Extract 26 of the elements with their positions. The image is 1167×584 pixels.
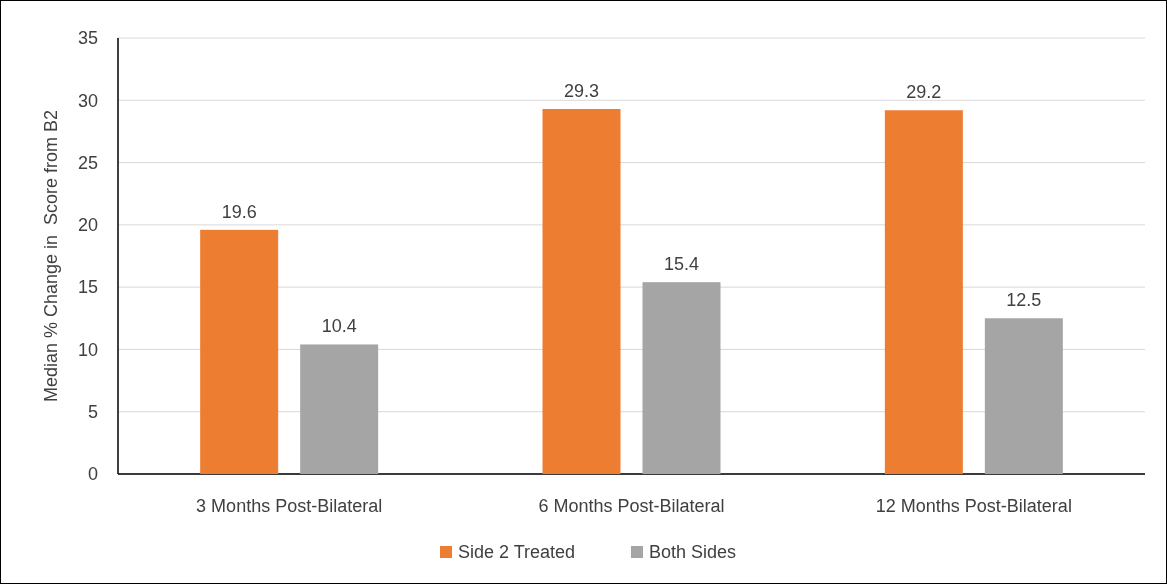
bar <box>984 318 1063 474</box>
x-tick-label: 12 Months Post-Bilateral <box>875 496 1072 516</box>
bar <box>884 110 963 474</box>
y-tick-label: 5 <box>87 402 98 423</box>
y-tick-label: 0 <box>87 464 98 485</box>
bar <box>542 109 621 474</box>
y-tick-label: 35 <box>77 28 98 49</box>
bar <box>642 282 721 474</box>
bar <box>200 229 279 474</box>
y-tick-label: 30 <box>77 90 98 111</box>
y-tick-label: 10 <box>77 339 98 360</box>
y-tick-label: 25 <box>77 152 98 173</box>
data-label: 29.3 <box>563 81 600 102</box>
data-label: 12.5 <box>1006 290 1042 311</box>
legend-label: Side 2 Treated <box>458 542 576 563</box>
bar <box>300 344 379 474</box>
data-label: 29.2 <box>906 82 942 103</box>
legend-label: Both Sides <box>649 542 737 563</box>
y-tick-label: 15 <box>77 277 98 298</box>
data-label: 10.4 <box>321 316 357 337</box>
data-label: 19.6 <box>221 201 257 222</box>
x-tick-label: 6 Months Post-Bilateral <box>538 496 725 516</box>
y-tick-label: 20 <box>77 215 98 236</box>
x-tick-label: 3 Months Post-Bilateral <box>196 496 383 516</box>
data-label: 15.4 <box>663 254 700 275</box>
y-axis-title: Median % Change in Score from B2 <box>41 109 61 403</box>
